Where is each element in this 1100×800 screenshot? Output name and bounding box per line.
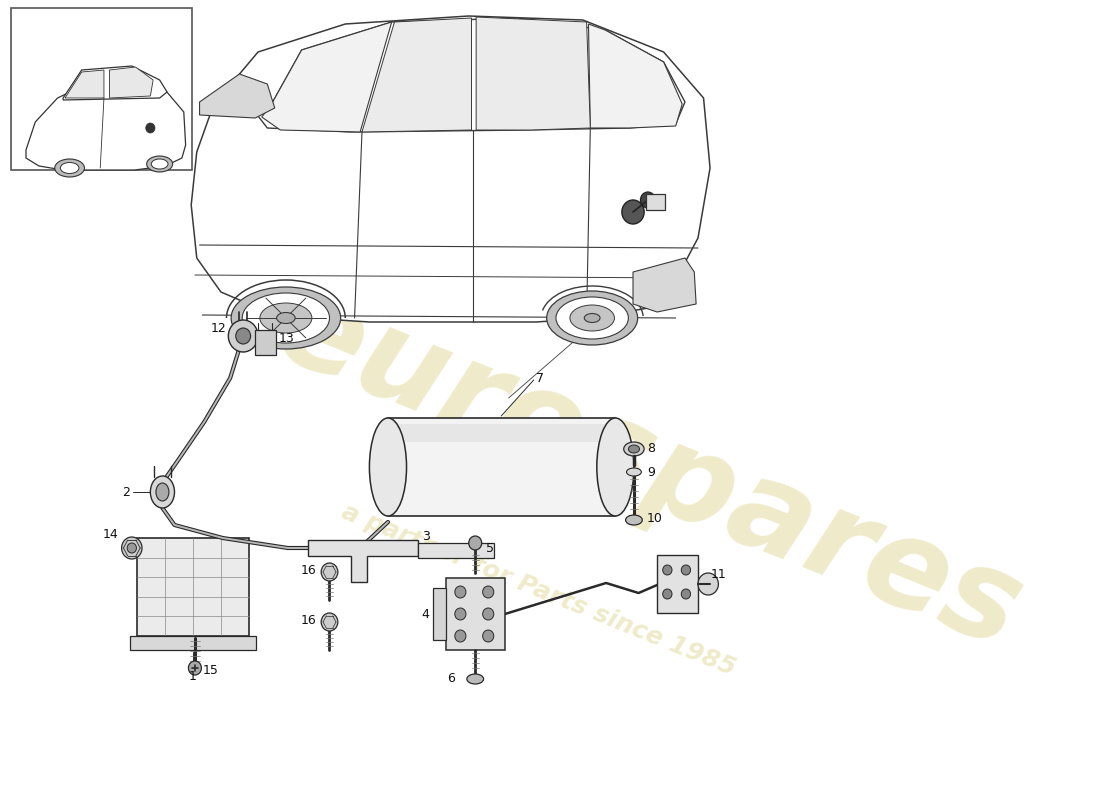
Bar	[432, 588, 446, 640]
Circle shape	[454, 608, 466, 620]
Polygon shape	[588, 24, 682, 128]
Polygon shape	[130, 636, 256, 650]
Text: a partner for Parts since 1985: a partner for Parts since 1985	[338, 500, 739, 680]
Ellipse shape	[260, 303, 312, 333]
Text: 5: 5	[486, 542, 494, 554]
Circle shape	[469, 536, 482, 550]
Circle shape	[640, 192, 656, 208]
Polygon shape	[65, 70, 104, 98]
Ellipse shape	[370, 418, 407, 516]
Text: 7: 7	[537, 371, 544, 385]
Circle shape	[122, 537, 142, 559]
Ellipse shape	[628, 445, 639, 453]
Circle shape	[483, 586, 494, 598]
Polygon shape	[110, 67, 153, 98]
Circle shape	[662, 565, 672, 575]
Ellipse shape	[60, 162, 79, 174]
Polygon shape	[26, 80, 186, 170]
Circle shape	[454, 586, 466, 598]
Text: 10: 10	[647, 513, 663, 526]
Circle shape	[483, 630, 494, 642]
Circle shape	[621, 200, 645, 224]
Ellipse shape	[626, 515, 642, 525]
Ellipse shape	[627, 468, 641, 476]
Bar	[255, 330, 276, 355]
Ellipse shape	[152, 159, 168, 169]
Text: eurospares: eurospares	[261, 266, 1038, 674]
Text: 14: 14	[103, 527, 119, 541]
Ellipse shape	[466, 674, 484, 684]
Bar	[657, 555, 698, 613]
Polygon shape	[476, 17, 591, 130]
Circle shape	[145, 123, 155, 133]
Ellipse shape	[231, 287, 341, 349]
Polygon shape	[63, 66, 167, 100]
Text: 11: 11	[711, 569, 727, 582]
Polygon shape	[362, 18, 472, 132]
Ellipse shape	[556, 297, 628, 339]
Circle shape	[321, 563, 338, 581]
Ellipse shape	[146, 156, 173, 172]
Text: 6: 6	[447, 671, 454, 685]
Ellipse shape	[624, 442, 645, 456]
Polygon shape	[632, 258, 696, 312]
Circle shape	[483, 608, 494, 620]
Polygon shape	[262, 22, 392, 132]
Ellipse shape	[570, 305, 615, 331]
Text: 1: 1	[189, 670, 197, 682]
Bar	[446, 578, 505, 650]
Bar	[138, 538, 249, 636]
Polygon shape	[418, 543, 494, 558]
Text: 2: 2	[122, 486, 130, 498]
Circle shape	[229, 320, 258, 352]
Polygon shape	[191, 16, 710, 322]
Ellipse shape	[156, 483, 169, 501]
Bar	[646, 194, 664, 210]
Ellipse shape	[584, 314, 601, 322]
Circle shape	[235, 328, 251, 344]
Circle shape	[454, 630, 466, 642]
Ellipse shape	[55, 159, 85, 177]
Polygon shape	[258, 18, 685, 132]
Text: 3: 3	[422, 530, 430, 542]
Circle shape	[681, 589, 691, 599]
Text: 4: 4	[421, 607, 429, 621]
Circle shape	[321, 613, 338, 631]
Text: 12: 12	[211, 322, 227, 334]
Ellipse shape	[597, 418, 634, 516]
Text: 13: 13	[278, 331, 294, 345]
Text: 15: 15	[202, 663, 218, 677]
Circle shape	[128, 543, 136, 553]
Text: 9: 9	[647, 466, 654, 478]
Circle shape	[698, 573, 718, 595]
Bar	[388, 424, 615, 442]
Text: 16: 16	[300, 563, 317, 577]
Polygon shape	[199, 74, 275, 118]
Circle shape	[188, 661, 201, 675]
Bar	[388, 418, 615, 516]
Ellipse shape	[151, 476, 175, 508]
Ellipse shape	[547, 291, 638, 345]
Polygon shape	[308, 540, 418, 582]
Text: 8: 8	[647, 442, 654, 455]
Circle shape	[662, 589, 672, 599]
Bar	[11, 8, 192, 170]
Text: 16: 16	[300, 614, 317, 626]
Circle shape	[681, 565, 691, 575]
Ellipse shape	[242, 293, 330, 343]
Ellipse shape	[276, 313, 295, 323]
